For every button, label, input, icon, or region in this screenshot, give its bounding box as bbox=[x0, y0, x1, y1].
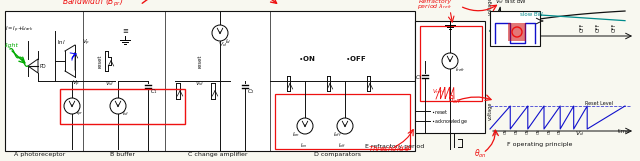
Text: E refractory period: E refractory period bbox=[365, 144, 424, 149]
Circle shape bbox=[442, 53, 458, 69]
Bar bbox=[5, 11, 415, 151]
Circle shape bbox=[337, 118, 353, 134]
Text: ON: ON bbox=[515, 129, 519, 134]
Text: voltage: voltage bbox=[488, 0, 493, 15]
Text: ON: ON bbox=[526, 129, 530, 134]
Text: $\bullet$acknowledge: $\bullet$acknowledge bbox=[431, 118, 468, 127]
Bar bbox=[490, 11, 540, 46]
Text: $I_{on}$: $I_{on}$ bbox=[292, 130, 300, 139]
Text: $\bullet$reset: $\bullet$reset bbox=[431, 108, 449, 116]
Text: reset: reset bbox=[97, 54, 102, 68]
Text: ON: ON bbox=[504, 129, 508, 134]
Text: OFF: OFF bbox=[595, 23, 600, 32]
Text: A photoreceptor: A photoreceptor bbox=[14, 152, 66, 157]
Text: $\ln l$: $\ln l$ bbox=[57, 38, 67, 46]
Text: period $\lambda_{refr}$: period $\lambda_{refr}$ bbox=[417, 2, 453, 11]
Text: $\bullet$OFF: $\bullet$OFF bbox=[345, 54, 366, 63]
Text: $V_p$: $V_p$ bbox=[72, 79, 80, 89]
Text: $\equiv$: $\equiv$ bbox=[121, 27, 129, 35]
Bar bbox=[420, 26, 482, 101]
Circle shape bbox=[212, 25, 228, 41]
Text: voltage: voltage bbox=[488, 102, 493, 120]
Text: $i_{sf}$: $i_{sf}$ bbox=[122, 109, 129, 118]
Text: $C_3$: $C_3$ bbox=[415, 73, 423, 82]
Text: $I_{off}$: $I_{off}$ bbox=[333, 130, 342, 139]
Text: $C_2$: $C_2$ bbox=[247, 87, 255, 96]
Text: ON: ON bbox=[536, 129, 541, 134]
Text: B buffer: B buffer bbox=[109, 152, 134, 157]
Text: $I{=}I_p{+}I_{dark}$: $I{=}I_p{+}I_{dark}$ bbox=[5, 25, 33, 35]
Text: $i_{refr}$: $i_{refr}$ bbox=[455, 65, 466, 74]
Text: $V_d$: $V_d$ bbox=[575, 129, 584, 138]
Text: $C_1$: $C_1$ bbox=[150, 87, 158, 96]
Text: $V_{sf}$: $V_{sf}$ bbox=[105, 79, 115, 88]
Text: OFF: OFF bbox=[579, 23, 584, 32]
Text: Threshold $\theta$: Threshold $\theta$ bbox=[369, 144, 412, 153]
Text: PD: PD bbox=[39, 63, 45, 68]
Text: reset: reset bbox=[198, 54, 202, 68]
Text: Refractory: Refractory bbox=[419, 0, 452, 4]
Text: slow BW: slow BW bbox=[520, 12, 543, 17]
Circle shape bbox=[110, 98, 126, 114]
Text: $i_{pr}$: $i_{pr}$ bbox=[76, 109, 84, 119]
Text: D comparators: D comparators bbox=[314, 152, 362, 157]
Text: $V_p$: $V_p$ bbox=[82, 38, 90, 48]
Text: $\theta_{on}$: $\theta_{on}$ bbox=[474, 147, 486, 160]
Text: $V_{refr}$: $V_{refr}$ bbox=[432, 87, 445, 96]
Text: Reset Level: Reset Level bbox=[585, 101, 613, 106]
Text: F operating principle: F operating principle bbox=[508, 142, 573, 147]
Text: ON: ON bbox=[495, 129, 499, 134]
Bar bbox=[415, 21, 485, 133]
Circle shape bbox=[297, 118, 313, 134]
Bar bbox=[275, 94, 410, 149]
Text: $V_{sf}$: $V_{sf}$ bbox=[195, 79, 205, 88]
Polygon shape bbox=[28, 59, 38, 73]
Text: $I_d$: $I_d$ bbox=[225, 37, 231, 46]
Text: ON: ON bbox=[547, 129, 552, 134]
Bar bbox=[508, 23, 526, 41]
Text: light: light bbox=[5, 43, 19, 48]
Text: C change amplifier: C change amplifier bbox=[188, 152, 248, 157]
Text: OFF: OFF bbox=[612, 23, 617, 32]
Text: $\theta_{off}$: $\theta_{off}$ bbox=[448, 94, 462, 106]
Text: $I_{off}$: $I_{off}$ bbox=[338, 141, 346, 150]
Text: Bandwidth (B$_{pr}$): Bandwidth (B$_{pr}$) bbox=[62, 0, 124, 9]
Text: $I_{on}$: $I_{on}$ bbox=[300, 141, 307, 150]
Text: time: time bbox=[618, 129, 630, 134]
Text: $\bullet$ON: $\bullet$ON bbox=[298, 54, 316, 63]
Text: $V_d$: $V_d$ bbox=[218, 40, 227, 49]
Text: ON: ON bbox=[558, 129, 562, 134]
Text: $V_{sf}$ fast BW: $V_{sf}$ fast BW bbox=[495, 0, 527, 6]
Bar bbox=[60, 89, 185, 124]
Circle shape bbox=[64, 98, 80, 114]
